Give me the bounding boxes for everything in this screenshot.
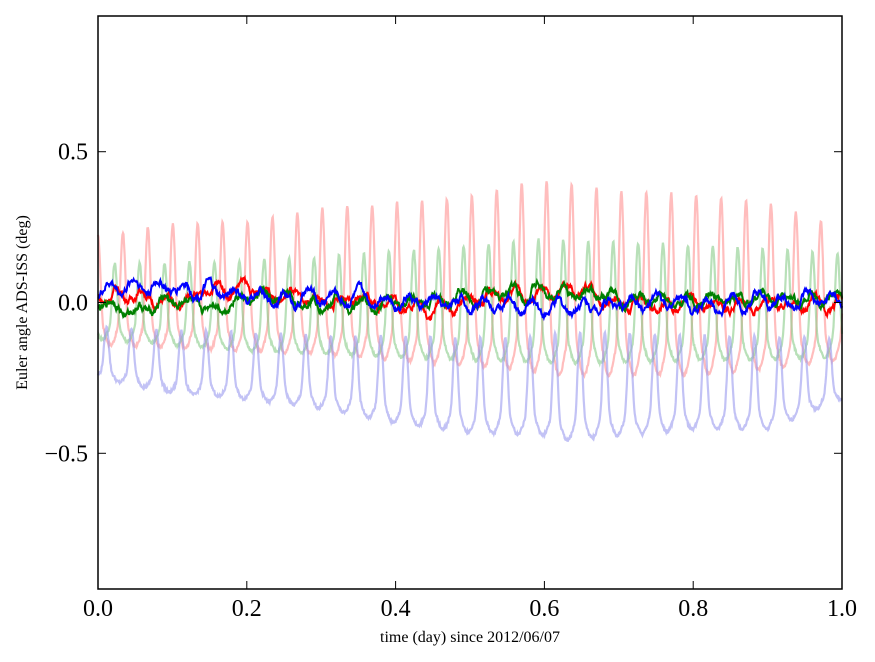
x-tick-label: 0.2: [232, 596, 262, 622]
x-axis-label: time (day) since 2012/06/07: [380, 629, 560, 646]
ticks-layer: 0.0 0.2 0.4 0.6 0.8 1.0 −0.5 0.0 0.5: [44, 16, 857, 622]
x-tick-label: 0.6: [529, 596, 559, 622]
series-line-yaw: [97, 276, 843, 322]
x-tick-label: 1.0: [827, 596, 857, 622]
series-line-roll-raw: [96, 181, 844, 379]
x-tick-label: 0.0: [83, 596, 113, 622]
y-tick-label: −0.5: [44, 441, 88, 467]
y-axis-label: Euler angle ADS-ISS (deg): [14, 215, 31, 390]
series-line-yaw-raw: [96, 324, 843, 443]
x-tick-label: 0.4: [381, 596, 411, 622]
x-tick-label: 0.8: [678, 596, 708, 622]
y-tick-label: 0.0: [58, 291, 88, 317]
series-layer: [96, 181, 844, 443]
series-line-pitch: [97, 277, 843, 320]
series-line-pitch-raw: [97, 238, 844, 368]
y-tick-label: 0.5: [58, 140, 88, 166]
